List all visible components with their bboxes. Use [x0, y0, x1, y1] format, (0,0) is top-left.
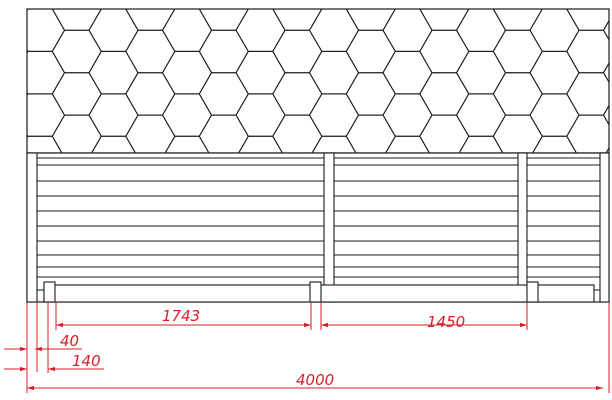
foundation-beam — [43, 281, 595, 303]
hex-shingle — [602, 62, 609, 84]
hex-shingle — [27, 9, 53, 10]
dimension-labels: 1743 1450 40 140 4000 — [60, 307, 465, 389]
hex-shingle — [394, 9, 421, 10]
hex-shingle — [604, 0, 612, 9]
hex-shingle — [27, 133, 29, 139]
hex-shingle — [602, 104, 609, 126]
dimension-label-overall: 4000 — [296, 371, 334, 389]
hex-shingle — [0, 158, 28, 201]
post — [599, 152, 610, 303]
foundation-block — [43, 281, 56, 303]
wall — [26, 152, 610, 303]
dimension-label-offset-medium: 140 — [72, 352, 101, 370]
hex-shingle — [541, 9, 568, 10]
hex-shingle — [27, 9, 29, 12]
hex-shingle — [27, 49, 29, 54]
dimension-label-span-left: 1743 — [162, 307, 200, 325]
hex-shingle — [174, 9, 200, 10]
roof-shingle-pattern — [0, 0, 612, 242]
post — [323, 152, 335, 303]
post — [26, 152, 38, 303]
hex-shingle — [0, 200, 28, 242]
roof — [0, 0, 612, 242]
dimension-label-span-right: 1450 — [427, 313, 465, 331]
hex-shingle — [247, 9, 274, 10]
hex-shingle — [602, 19, 609, 41]
horizontal-boards — [27, 157, 609, 291]
hex-shingle — [468, 9, 494, 10]
hex-shingle — [100, 9, 127, 10]
foundation-block — [309, 281, 322, 303]
post — [517, 152, 528, 303]
dimensions — [4, 302, 610, 393]
dimension-label-offset-small: 40 — [60, 332, 79, 350]
foundation-block — [526, 281, 539, 303]
hex-shingle — [27, 91, 29, 97]
hex-shingle — [321, 9, 347, 10]
